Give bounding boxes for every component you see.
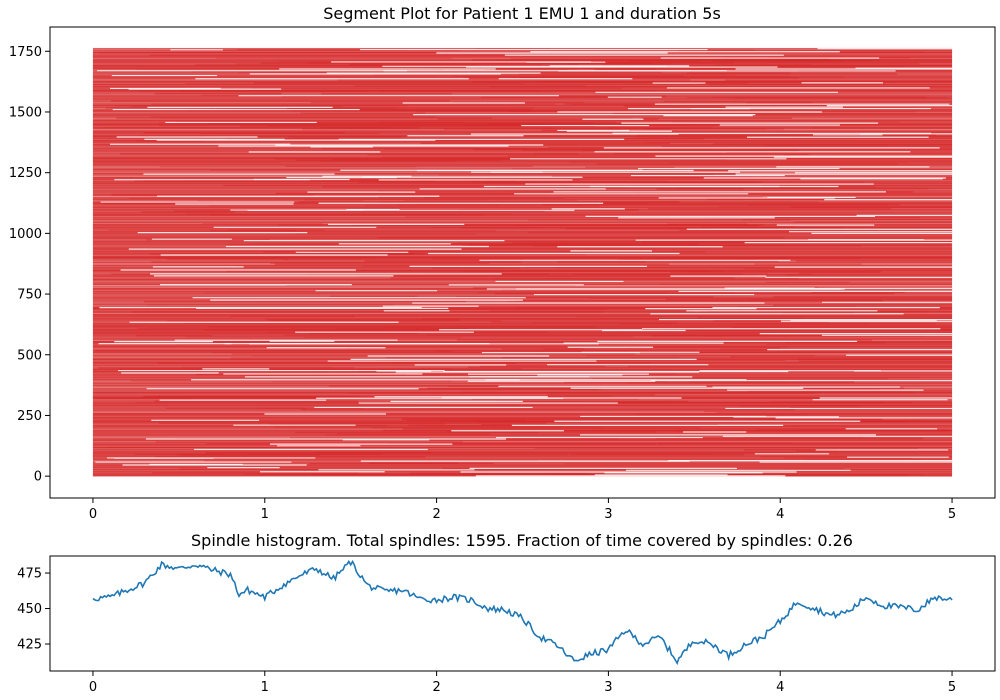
spindle-plot-x-tick-label: 0 xyxy=(89,680,97,695)
spindle-plot-y-tick-label: 450 xyxy=(17,602,42,617)
segment-plot-x-tick-label: 3 xyxy=(604,507,612,522)
segment-plot: Segment Plot for Patient 1 EMU 1 and dur… xyxy=(9,4,996,522)
segment-plot-y-tick-label: 0 xyxy=(34,470,42,485)
spindle-plot-area xyxy=(92,559,953,666)
spindle-plot-x-tick-label: 5 xyxy=(948,680,956,695)
spindle-series-line xyxy=(92,559,953,666)
segment-plot-frame xyxy=(49,26,996,499)
segment-plot-title: Segment Plot for Patient 1 EMU 1 and dur… xyxy=(323,4,721,23)
spindle-histogram-title: Spindle histogram. Total spindles: 1595.… xyxy=(191,531,853,550)
segment-plot-y-tick-label: 500 xyxy=(17,348,42,363)
segment-plot-x-tick-label: 1 xyxy=(261,507,269,522)
spindle-plot-y-tick-label: 475 xyxy=(17,567,42,582)
segment-plot-y-tick-label: 1000 xyxy=(9,227,42,242)
segment-plot-x-tick-label: 0 xyxy=(89,507,97,522)
spindle-plot-x-tick-label: 3 xyxy=(604,680,612,695)
spindle-plot-x-ticks: 0 1 2 3 4 5 xyxy=(89,671,956,695)
spindle-plot-x-tick-label: 1 xyxy=(261,680,269,695)
spindle-histogram: Spindle histogram. Total spindles: 1595.… xyxy=(17,531,996,695)
segment-plot-x-tick-label: 5 xyxy=(948,507,956,522)
segment-plot-x-tick-label: 2 xyxy=(432,507,440,522)
segment-plot-y-tick-label: 250 xyxy=(17,409,42,424)
segment-plot-x-ticks: 0 1 2 3 4 5 xyxy=(89,498,956,522)
segment-plot-y-ticks: 0 250 500 750 1000 1250 1500 1750 xyxy=(9,45,50,485)
segment-plot-x-tick-label: 4 xyxy=(776,507,784,522)
spindle-plot-y-tick-label: 425 xyxy=(17,638,42,653)
segment-plot-y-tick-label: 1500 xyxy=(9,105,42,120)
spindle-plot-x-tick-label: 4 xyxy=(776,680,784,695)
segment-plot-area xyxy=(92,47,953,477)
segment-plot-y-tick-label: 750 xyxy=(17,288,42,303)
segment-group xyxy=(92,47,953,477)
spindle-plot-frame xyxy=(49,555,996,672)
spindle-plot-x-tick-label: 2 xyxy=(432,680,440,695)
segment-plot-y-tick-label: 1250 xyxy=(9,166,42,181)
spindle-plot-y-ticks: 425 450 475 xyxy=(17,567,50,653)
segment-plot-y-tick-label: 1750 xyxy=(9,45,42,60)
